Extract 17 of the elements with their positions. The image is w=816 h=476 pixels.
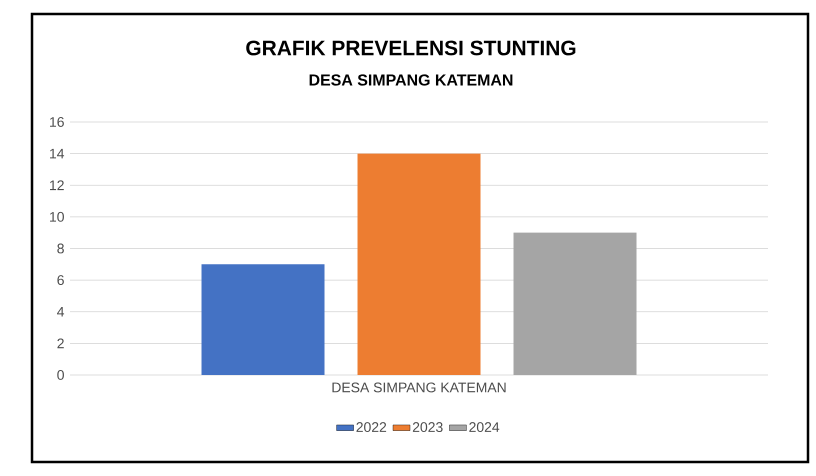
y-tick-label: 8 [57, 244, 64, 254]
y-tick-label: 4 [57, 306, 64, 317]
bar [514, 232, 637, 375]
y-tick-label: 10 [50, 212, 64, 222]
bar [358, 154, 481, 375]
y-tick-label: 6 [57, 275, 64, 286]
y-tick-label: 2 [57, 338, 64, 348]
bar [202, 264, 325, 375]
y-tick-label: 16 [50, 117, 64, 127]
y-tick-label: 12 [50, 180, 64, 190]
legend-label: 2022 [356, 422, 386, 432]
chart-title: GRAFIK PREVELENSI STUNTING [246, 40, 576, 56]
legend-label: 2023 [412, 422, 443, 432]
y-tick-label: 0 [57, 370, 64, 380]
chart-subtitle: DESA SIMPANG KATEMAN [310, 74, 512, 86]
legend-label: 2024 [469, 422, 500, 432]
y-tick-label: 14 [50, 148, 64, 158]
